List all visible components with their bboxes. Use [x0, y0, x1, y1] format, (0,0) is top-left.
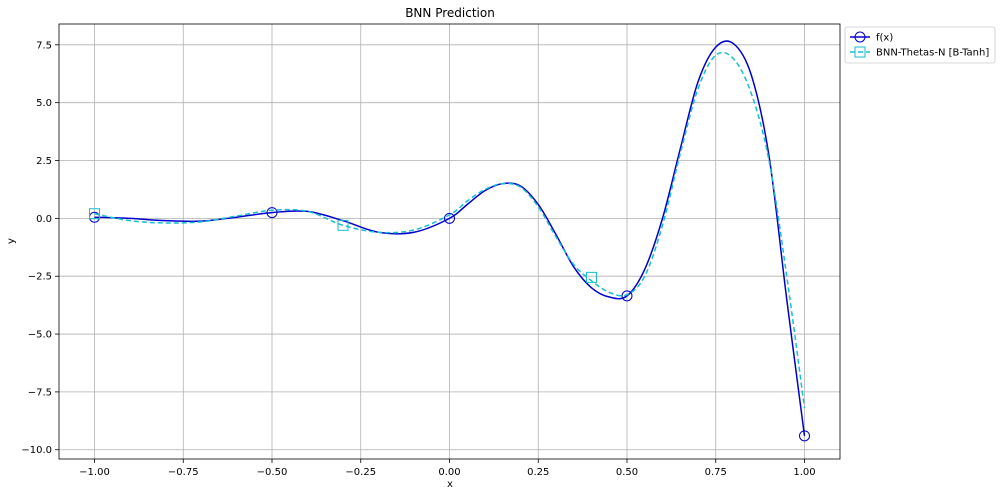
y-axis-label: y — [6, 238, 17, 244]
x-tick-label: 0.50 — [616, 467, 638, 478]
data-point — [89, 208, 100, 220]
y-tick-label: −10.0 — [21, 445, 52, 456]
series-layer — [89, 40, 810, 442]
legend-entry: f(x) — [850, 31, 893, 44]
legend-box — [844, 26, 996, 64]
data-point — [799, 430, 810, 442]
legend-entry: BNN-Thetas-N [B-Tanh] — [850, 46, 989, 59]
y-tick-label: −2.5 — [28, 272, 52, 283]
legend: f(x) BNN-Thetas-N [B-Tanh] — [844, 26, 996, 64]
y-tick-label: 2.5 — [36, 156, 52, 167]
data-point — [337, 219, 349, 231]
x-axis-label: x — [447, 479, 453, 490]
legend-label: BNN-Thetas-N [B-Tanh] — [876, 48, 989, 59]
data-point — [586, 271, 597, 283]
data-point — [266, 207, 278, 219]
chart-title: BNN Prediction — [405, 6, 495, 20]
legend-marker — [854, 31, 866, 43]
x-tick-label: −1.00 — [79, 467, 110, 478]
x-tick-label: −0.25 — [345, 467, 376, 478]
y-tick-label: 5.0 — [36, 98, 52, 109]
y-tick-label: 7.5 — [36, 40, 52, 51]
series-1 — [89, 51, 806, 409]
y-tick-label: −5.0 — [28, 330, 52, 341]
y-tick-label: 0.0 — [36, 214, 52, 225]
x-tick-label: −0.75 — [168, 467, 199, 478]
x-tick-label: −0.50 — [257, 467, 288, 478]
x-tick-label: 0.00 — [438, 467, 460, 478]
legend-label: f(x) — [876, 33, 893, 44]
series-line — [94, 51, 806, 409]
grid — [59, 24, 840, 459]
data-point — [621, 290, 633, 302]
y-axis: −10.0 −7.5 −5.0 −2.5 0.0 2.5 5.0 7.5 — [21, 40, 59, 456]
x-axis: −1.00 −0.75 −0.50 −0.25 0.00 0.25 0.50 0.75 1.00 — [79, 459, 816, 478]
x-tick-label: 1.00 — [793, 467, 815, 478]
data-point — [444, 212, 455, 224]
y-tick-label: −7.5 — [28, 387, 52, 398]
legend-marker — [854, 46, 866, 58]
x-tick-label: 0.25 — [527, 467, 549, 478]
x-tick-label: 0.75 — [705, 467, 727, 478]
